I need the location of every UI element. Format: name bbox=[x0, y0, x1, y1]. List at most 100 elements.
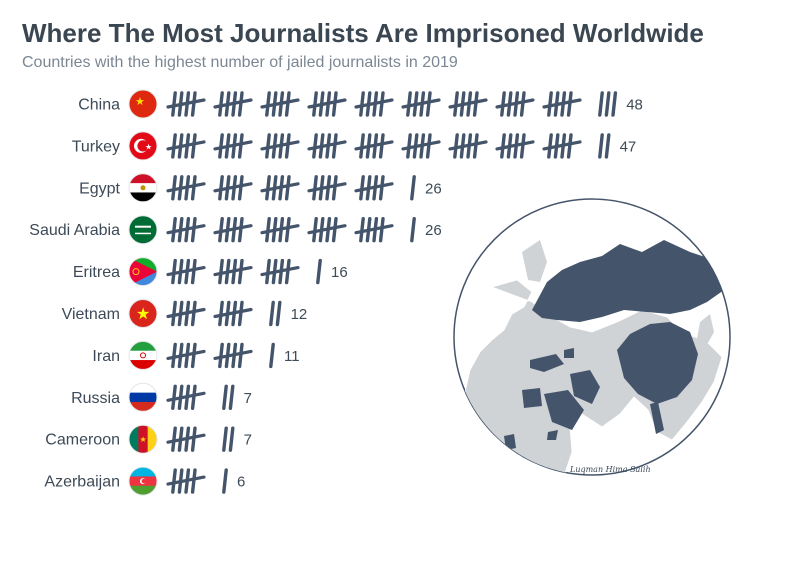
tally-strike bbox=[213, 182, 253, 193]
tally-stick bbox=[406, 91, 412, 117]
tally-row bbox=[166, 217, 416, 243]
tally-group-of-five bbox=[260, 133, 300, 159]
country-label: Eritrea bbox=[73, 264, 120, 281]
tally-stick bbox=[472, 91, 479, 117]
tally-stick bbox=[171, 468, 177, 494]
tally-stick bbox=[190, 175, 197, 201]
tally-strike bbox=[542, 98, 582, 109]
tally-stick bbox=[237, 91, 244, 117]
tally-stick bbox=[237, 217, 244, 243]
tally-stick bbox=[190, 133, 197, 159]
tally-stick bbox=[284, 217, 291, 243]
tally-stick bbox=[190, 468, 197, 494]
tally-stick bbox=[218, 175, 224, 201]
country-label: Turkey bbox=[72, 138, 120, 155]
tally-stick bbox=[218, 133, 224, 159]
tally-strike bbox=[166, 98, 206, 109]
tally-strike bbox=[260, 266, 300, 277]
tally-stick bbox=[218, 91, 224, 117]
tally-stick bbox=[312, 175, 318, 201]
tally-row bbox=[166, 468, 228, 494]
tally-stick bbox=[378, 217, 385, 243]
tally-stick bbox=[500, 91, 506, 117]
land-scandinavia bbox=[522, 240, 547, 282]
tally-stick bbox=[566, 133, 573, 159]
tally-row bbox=[166, 384, 235, 410]
svg-text:★: ★ bbox=[135, 95, 145, 108]
tally-stick bbox=[228, 426, 235, 452]
tally-strike bbox=[166, 266, 206, 277]
china-region bbox=[617, 322, 698, 404]
tally-stick bbox=[312, 133, 318, 159]
tally-group-of-five bbox=[401, 133, 441, 159]
iran-flag-icon bbox=[129, 341, 157, 370]
tally-strike bbox=[166, 307, 206, 319]
tally-strike bbox=[542, 140, 582, 151]
tally-stick bbox=[453, 91, 459, 117]
tally-stick bbox=[218, 258, 224, 285]
tally-group-of-five bbox=[307, 217, 347, 243]
tally-group-of-five bbox=[166, 175, 206, 201]
eritrea-flag-icon bbox=[129, 257, 157, 286]
tally-stick bbox=[378, 133, 385, 159]
tally-group-of-five bbox=[495, 91, 535, 117]
tally-row bbox=[166, 426, 235, 452]
tally-group-of-five bbox=[495, 133, 535, 159]
tally-stick bbox=[171, 426, 177, 452]
tally-group-of-five bbox=[166, 258, 206, 285]
tally-stick bbox=[312, 91, 318, 117]
tally-strike bbox=[354, 182, 394, 193]
tally-stick bbox=[171, 300, 177, 327]
egypt-region bbox=[522, 388, 542, 408]
tally-stick bbox=[190, 300, 197, 327]
tally-stick bbox=[237, 258, 244, 285]
tally-group-of-five bbox=[448, 91, 488, 117]
tally-stick bbox=[218, 300, 224, 327]
tally-stick bbox=[269, 342, 275, 369]
country-label: Azerbaijan bbox=[44, 474, 120, 491]
tally-stick bbox=[331, 217, 338, 243]
tally-stick bbox=[190, 91, 197, 117]
tally-group-of-five bbox=[166, 384, 206, 410]
country-label: Saudi Arabia bbox=[29, 222, 120, 239]
tally-strike bbox=[307, 182, 347, 193]
egypt-flag-icon bbox=[129, 173, 157, 202]
tally-group-of-five bbox=[354, 175, 394, 201]
vietnam-flag-icon: ★ bbox=[129, 299, 157, 328]
azerbaijan-flag-icon bbox=[129, 467, 157, 496]
tally-stick bbox=[359, 91, 365, 117]
tally-stick bbox=[269, 300, 275, 327]
country-label: Iran bbox=[92, 348, 120, 365]
tally-group-of-five bbox=[166, 91, 206, 117]
tally-stick bbox=[284, 258, 291, 285]
tally-stick bbox=[331, 91, 338, 117]
tally-strike bbox=[307, 140, 347, 151]
saudi-arabia-flag-icon bbox=[129, 215, 157, 244]
tally-row bbox=[166, 91, 618, 117]
tally-stick bbox=[190, 342, 197, 369]
tally-strike bbox=[260, 182, 300, 193]
tally-stick bbox=[598, 91, 604, 117]
tally-row bbox=[166, 258, 322, 285]
tally-strike bbox=[213, 224, 253, 235]
tally-group-of-five bbox=[307, 133, 347, 159]
tally-strike bbox=[166, 140, 206, 151]
tally-stick bbox=[519, 133, 526, 159]
country-label: Cameroon bbox=[45, 432, 120, 449]
tally-strike bbox=[213, 140, 253, 151]
tally-stick bbox=[378, 91, 385, 117]
tally-stick bbox=[237, 175, 244, 201]
tally-stick bbox=[547, 133, 553, 159]
tally-stick bbox=[218, 342, 224, 369]
tally-row bbox=[166, 133, 611, 159]
tally-group-of-five bbox=[260, 175, 300, 201]
tally-stick bbox=[190, 426, 197, 452]
tally-strike bbox=[166, 349, 206, 360]
tally-group-of-five bbox=[213, 258, 253, 285]
tally-stick bbox=[222, 426, 228, 452]
tally-stick bbox=[265, 175, 271, 201]
tally-stick bbox=[359, 217, 365, 243]
tally-stick bbox=[237, 300, 244, 327]
tally-group-of-five bbox=[260, 91, 300, 117]
value-label: 12 bbox=[291, 306, 308, 323]
